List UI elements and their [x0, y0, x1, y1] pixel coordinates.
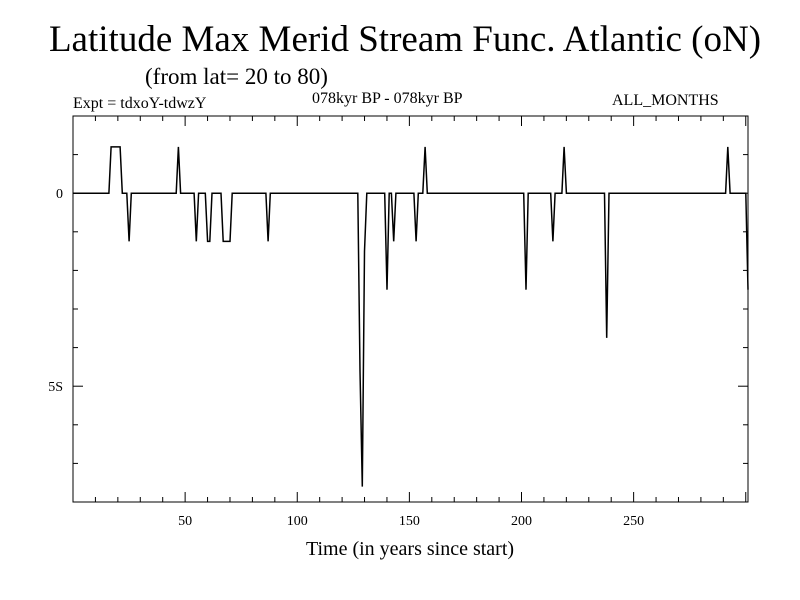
x-tick-label: 250: [623, 514, 644, 529]
tick-labels-group: 50 100 150 200 250 0 5S: [48, 187, 644, 529]
ticks-group: [73, 115, 748, 503]
series-line: [73, 146, 749, 487]
y-tick-label: 0: [56, 187, 63, 202]
period-label: 078kyr BP - 078kyr BP: [312, 90, 463, 107]
x-tick-label: 100: [287, 514, 308, 529]
y-tick-label: 5S: [48, 380, 63, 395]
x-tick-label: 200: [511, 514, 532, 529]
x-tick-label: 50: [178, 514, 192, 529]
experiment-label: Expt = tdxoY-tdwzY: [73, 95, 207, 112]
x-axis-label: Time (in years since start): [305, 538, 515, 560]
chart-title: Latitude Max Merid Stream Func. Atlantic…: [48, 19, 762, 60]
chart-subtitle: (from lat= 20 to 80): [145, 64, 328, 89]
plot-frame: [72, 115, 749, 503]
x-tick-label: 150: [399, 514, 420, 529]
months-label: ALL_MONTHS: [612, 92, 719, 109]
